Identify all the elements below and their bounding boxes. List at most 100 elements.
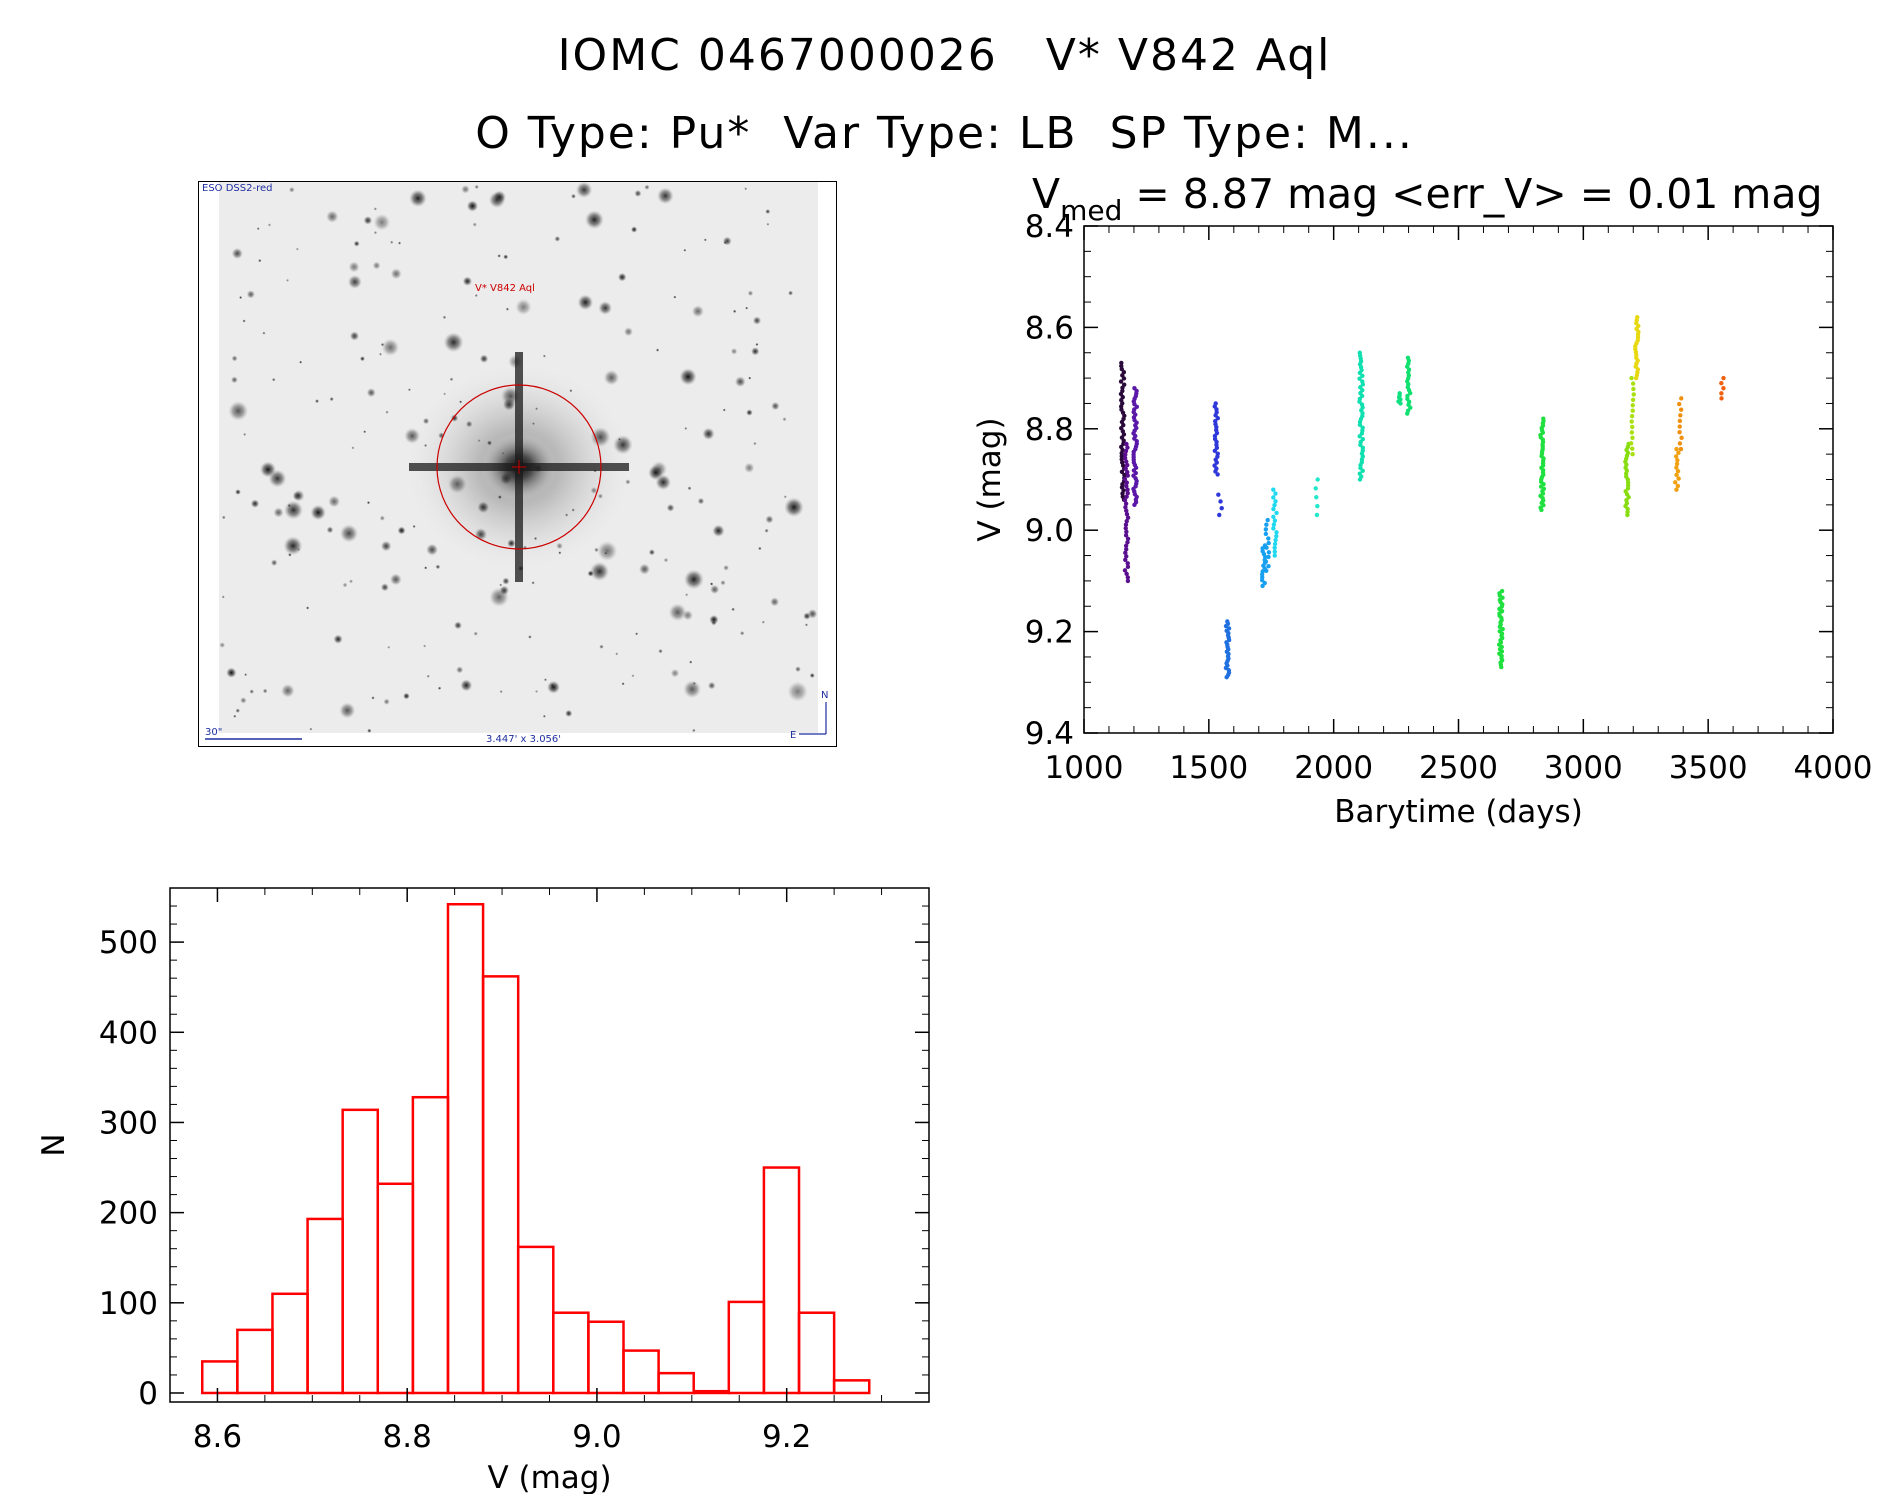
data-point <box>1674 461 1680 467</box>
data-point <box>1274 530 1279 535</box>
finder-chart-image: ESO DSS2-red V* V842 Aql 30" 3.447' x 3.… <box>198 181 837 747</box>
field-star <box>387 645 391 649</box>
data-point <box>1674 487 1679 492</box>
data-point <box>1314 512 1320 518</box>
field-star <box>630 226 638 233</box>
field-star <box>546 680 560 694</box>
x-tick-label: 2500 <box>1419 750 1498 786</box>
field-star <box>221 595 225 599</box>
histogram-bar <box>727 1300 766 1395</box>
field-star <box>426 543 439 556</box>
y-tick-label: 200 <box>99 1196 158 1232</box>
field-star <box>745 306 749 310</box>
data-point <box>1124 554 1129 559</box>
data-point <box>1123 466 1128 471</box>
field-star <box>534 689 539 694</box>
data-point <box>1125 462 1130 468</box>
field-star <box>615 652 619 656</box>
data-point <box>1123 526 1128 531</box>
data-point <box>1630 451 1635 457</box>
data-point <box>1125 469 1130 475</box>
data-point <box>1217 512 1222 518</box>
field-star <box>262 331 266 335</box>
data-point <box>1630 381 1636 386</box>
data-point <box>1124 571 1129 577</box>
field-star <box>403 692 410 700</box>
data-point <box>1123 501 1129 506</box>
histogram-bar <box>516 1245 555 1395</box>
data-point <box>1272 518 1278 523</box>
histogram-bar <box>236 1328 274 1395</box>
field-star <box>648 465 664 481</box>
data-point <box>1121 432 1127 437</box>
data-point <box>1122 497 1128 503</box>
data-point <box>1629 419 1634 424</box>
data-point <box>1124 547 1129 552</box>
field-star <box>363 430 367 434</box>
field-star <box>235 708 241 713</box>
data-point <box>1630 397 1636 403</box>
data-point <box>1273 491 1278 496</box>
histogram-bar <box>411 1095 450 1395</box>
field-star <box>299 360 303 364</box>
survey-label: ESO DSS2-red <box>202 183 272 194</box>
field-star <box>739 630 745 636</box>
data-point <box>1673 480 1678 485</box>
x-tick-label: 8.6 <box>193 1419 242 1455</box>
field-star <box>462 276 473 286</box>
size-label: 3.447' x 3.056' <box>486 734 561 745</box>
y-tick-label: 9.0 <box>1025 513 1074 549</box>
data-point <box>1675 457 1680 463</box>
field-star <box>474 184 479 190</box>
field-star <box>292 489 305 502</box>
field-star <box>226 667 237 678</box>
y-tick-label: 8.8 <box>1025 412 1074 448</box>
y-tick-label: 9.4 <box>1025 716 1074 752</box>
field-star <box>765 515 774 524</box>
field-star <box>380 540 392 552</box>
field-star <box>268 469 287 488</box>
data-point <box>1628 441 1634 446</box>
field-star <box>347 274 362 289</box>
field-star <box>685 593 689 597</box>
field-star <box>271 377 276 382</box>
field-star <box>280 683 295 698</box>
field-star <box>231 247 243 260</box>
light-curve-frame <box>1083 225 1834 734</box>
data-point <box>1123 533 1129 538</box>
histogram-bar <box>306 1217 344 1395</box>
field-star <box>788 290 794 296</box>
field-star <box>710 584 720 595</box>
data-point <box>1119 469 1125 474</box>
data-point <box>1124 494 1129 499</box>
data-point <box>1263 531 1269 537</box>
data-point <box>1121 441 1126 446</box>
histogram-bar <box>201 1360 239 1395</box>
x-tick-label: 9.0 <box>572 1419 621 1455</box>
data-point <box>1721 375 1726 381</box>
field-star <box>442 315 447 320</box>
data-point <box>1215 472 1220 477</box>
data-point <box>1677 424 1682 429</box>
field-star <box>379 352 383 356</box>
field-star <box>634 189 642 198</box>
field-star <box>648 549 656 556</box>
field-star <box>371 696 375 700</box>
data-point <box>1124 483 1129 489</box>
data-point <box>1124 519 1129 524</box>
data-point <box>1123 543 1129 548</box>
data-point <box>1123 452 1128 457</box>
field-star <box>454 621 462 630</box>
data-point <box>1719 396 1724 401</box>
field-star <box>466 200 479 212</box>
data-point <box>1119 450 1124 456</box>
field-star <box>502 577 510 585</box>
field-star <box>219 642 226 648</box>
light-curve-points <box>1118 315 1726 680</box>
histogram-bar <box>271 1292 309 1395</box>
field-star <box>342 582 348 588</box>
field-star <box>542 714 546 718</box>
data-point <box>1132 502 1137 508</box>
x-tick-label: 3500 <box>1669 750 1748 786</box>
field-star <box>589 561 610 582</box>
